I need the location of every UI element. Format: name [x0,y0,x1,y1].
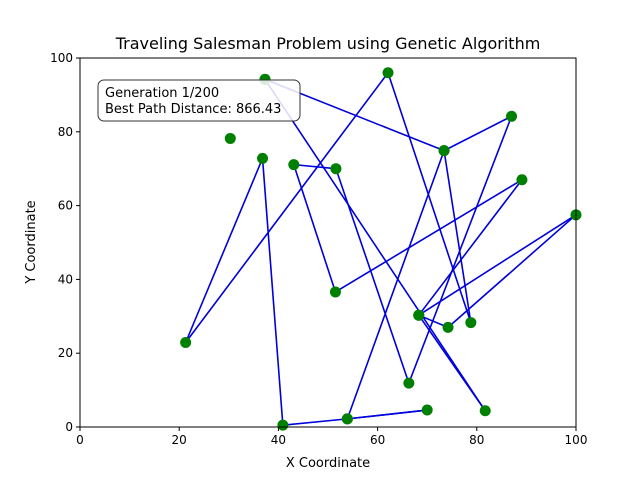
tick-layer: 0 20 40 60 80 100 0 20 40 60 80 100 [50,51,587,447]
route-segment [443,115,513,152]
annotation-box: Generation 1/200 Best Path Distance: 866… [97,79,301,122]
x-tick-label: 80 [469,433,484,447]
city-point [330,163,342,175]
route-segment [387,71,472,324]
y-tick-label: 40 [58,272,73,286]
axes-frame [79,57,577,428]
city-point [180,336,192,348]
x-tick-label: 40 [271,433,286,447]
city-point [382,67,394,79]
y-tick-label: 100 [50,51,73,65]
x-tick-label: 60 [370,433,385,447]
x-tick-label: 100 [565,433,588,447]
city-point [288,159,300,171]
annotation-line-generation: Generation 1/200 [105,86,219,101]
city-point [257,152,269,164]
route-segment [346,149,445,420]
city-point [341,413,353,425]
y-tick-label: 20 [58,346,73,360]
y-tick-label: 80 [58,125,73,139]
city-point [421,404,433,416]
route-segment [292,163,337,293]
route-segment [184,71,389,344]
city-point [506,110,518,122]
route-segment [292,163,337,170]
route-segment [282,418,349,426]
city-point [516,174,528,186]
route-segment [443,149,472,324]
route-segment [408,115,513,384]
x-tick-label: 0 [76,433,84,447]
city-point [224,132,236,144]
y-tick-label: 60 [58,199,73,213]
route-segment [447,214,577,329]
city-point [403,377,415,389]
route-segment [346,409,429,420]
route-segment [184,157,264,344]
route-segment [417,214,577,316]
x-axis-label: X Coordinate [286,456,370,471]
city-point [479,405,491,417]
annotation-frame [97,79,301,122]
annotation-line-distance: Best Path Distance: 866.43 [105,102,281,117]
city-point [329,286,341,298]
route-segment [417,178,523,316]
chart-title: Traveling Salesman Problem using Genetic… [115,34,541,53]
city-point [277,419,289,431]
y-tick-label: 0 [65,420,73,434]
route-segment [264,78,487,412]
route-segment [261,157,284,426]
plot-layer [184,71,577,426]
route-segment [334,178,523,293]
city-point [413,309,425,321]
city-point [438,145,450,157]
city-point [465,317,477,329]
y-axis-label: Y Coordinate [24,200,39,284]
city-point [442,321,454,333]
x-tick-label: 20 [172,433,187,447]
